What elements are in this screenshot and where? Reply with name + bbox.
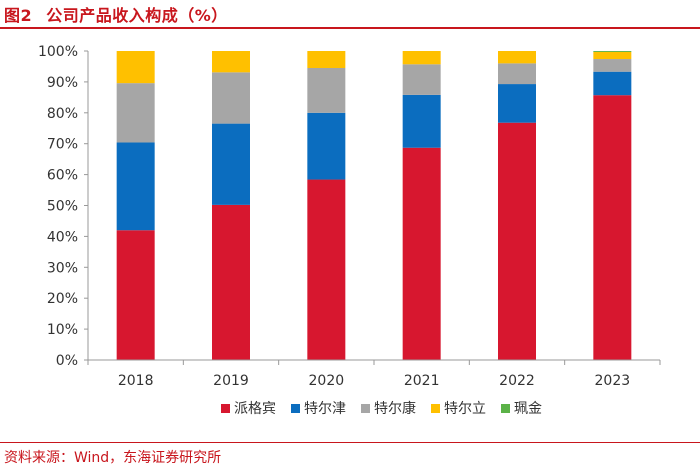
bar-segment-2019-s3 [212,51,250,73]
legend-swatch-0 [221,404,230,413]
source-note: 资料来源：Wind，东海证券研究所 [4,450,222,466]
y-tick-label: 60% [47,168,78,184]
bar-segment-2021-s3 [402,51,441,65]
bar-segment-2021-s1 [402,94,441,148]
legend-label-0: 派格宾 [234,401,276,417]
figure-title: 图2 公司产品收入构成（%） [4,2,228,26]
bar-segment-2023-s3 [593,51,632,60]
y-tick-label: 20% [47,291,78,307]
y-tick-label: 0% [56,353,78,369]
legend-swatch-1 [291,404,300,413]
bar-segment-2018-s3 [116,51,155,84]
y-tick-label: 30% [47,260,78,276]
x-tick-label: 2019 [213,373,249,389]
bar-segment-2020-s3 [307,51,346,68]
bar-segment-2020-s2 [307,67,346,113]
bar-segment-2018-s2 [116,83,155,143]
x-tick-label: 2020 [309,373,345,389]
y-tick-label: 90% [47,75,78,91]
legend-label-2: 特尔康 [374,400,416,417]
footer-rule [0,442,700,443]
legend-swatch-4 [501,404,510,413]
bar-segment-2021-s0 [402,147,441,360]
y-tick-label: 50% [47,199,78,215]
bar-segment-2023-s2 [593,59,632,72]
bar-segment-2020-s1 [307,112,346,180]
stacked-bar-chart: 0% 10% 20% 30% 40% 50% 60% 70% 80% 90% 100% 2018 201… [38,44,661,417]
bar-segment-2018-s0 [116,230,155,360]
bar-segment-2022-s0 [498,122,536,360]
bar-segment-2023-s1 [593,71,632,96]
bar-segment-2019-s1 [212,123,250,205]
y-tick-label: 10% [47,322,78,338]
legend-swatch-3 [431,404,440,413]
legend-label-3: 特尔立 [444,401,486,417]
legend-swatch-2 [361,404,370,413]
bars-group [116,51,632,360]
y-tick-label: 80% [47,106,78,122]
bar-segment-2023-s0 [593,95,632,360]
legend-label-4: 珮金 [514,401,542,417]
legend-label-1: 特尔津 [304,401,346,417]
bar-segment-2019-s2 [212,72,250,124]
y-tick-label: 70% [47,137,78,153]
legend: 派格宾 特尔津 特尔康 特尔立 珮金 [221,400,542,417]
bar-segment-2022-s2 [498,63,536,85]
x-tick-label: 2022 [499,373,535,389]
x-tick-label: 2023 [595,373,631,389]
title-rule [0,27,700,29]
bar-segment-2023-s4 [593,51,632,52]
bar-segment-2020-s0 [307,179,346,360]
bar-segment-2022-s3 [498,51,536,64]
figure-title-text: 公司产品收入构成（%） [46,6,228,25]
x-tick-label: 2018 [118,373,154,389]
y-tick-label: 40% [47,229,78,245]
y-tick-label: 100% [38,44,78,60]
bar-segment-2021-s2 [402,64,441,95]
x-tick-label: 2021 [404,373,440,389]
axes-group: 0% 10% 20% 30% 40% 50% 60% 70% 80% 90% 100% 2018 201… [38,44,661,389]
figure-label: 图2 [4,6,33,25]
bar-segment-2022-s1 [498,84,536,123]
bar-segment-2018-s1 [116,142,155,231]
bar-segment-2019-s0 [212,204,250,360]
